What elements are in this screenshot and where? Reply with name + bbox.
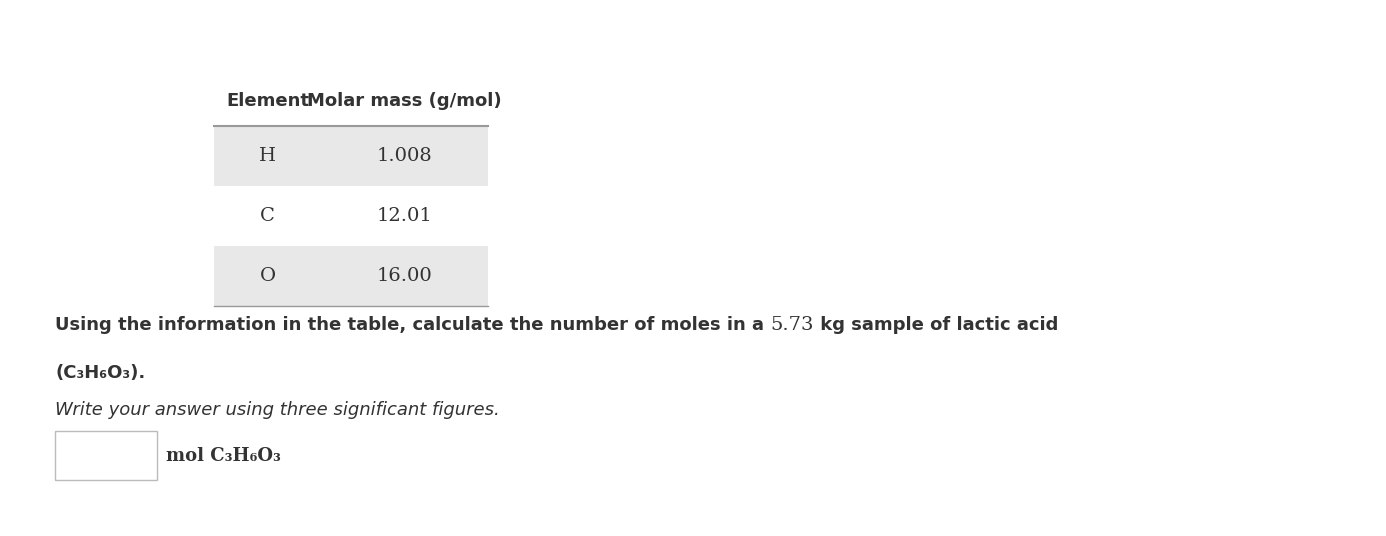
Text: 12.01: 12.01 [377, 207, 432, 225]
Bar [213, 186, 488, 246]
Text: O: O [259, 267, 276, 285]
Text: 16.00: 16.00 [377, 267, 432, 285]
Text: (C₃H₆O₃).: (C₃H₆O₃). [55, 364, 146, 382]
Text: 1.008: 1.008 [377, 147, 432, 165]
Text: Write your answer using three significant figures.: Write your answer using three significan… [55, 401, 500, 419]
Bar [213, 77, 488, 126]
Text: 5.73: 5.73 [771, 316, 814, 333]
Text: mol C₃H₆O₃: mol C₃H₆O₃ [166, 446, 281, 465]
Text: C: C [261, 207, 276, 225]
Text: kg sample of lactic acid: kg sample of lactic acid [814, 316, 1059, 333]
Text: Molar mass (g/mol): Molar mass (g/mol) [308, 93, 502, 110]
Text: Using the information in the table, calculate the number of moles in a: Using the information in the table, calc… [55, 316, 771, 333]
Bar [213, 246, 488, 306]
Bar [213, 126, 488, 186]
Text: Element: Element [226, 93, 309, 110]
Text: H: H [259, 147, 276, 165]
